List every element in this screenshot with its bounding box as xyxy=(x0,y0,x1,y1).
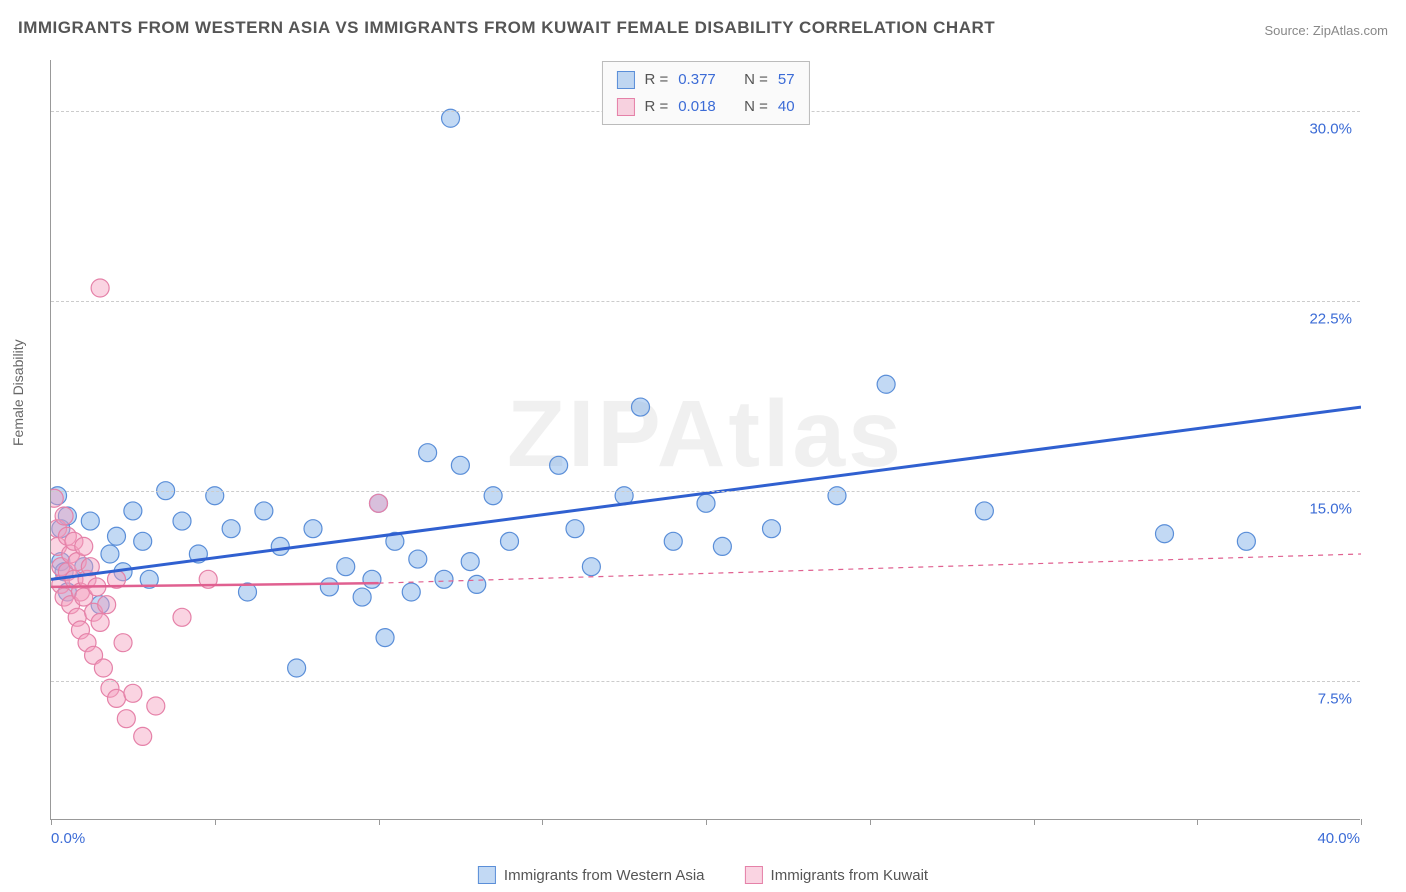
legend-row-series-1: R = 0.377 N = 57 xyxy=(616,66,794,93)
swatch-series-2-bottom xyxy=(745,866,763,884)
r-value-1: 0.377 xyxy=(678,66,716,93)
legend-item-1: Immigrants from Western Asia xyxy=(478,866,705,884)
series-1-name: Immigrants from Western Asia xyxy=(504,867,705,884)
correlation-legend: R = 0.377 N = 57 R = 0.018 N = 40 xyxy=(601,61,809,125)
series-legend: Immigrants from Western Asia Immigrants … xyxy=(478,866,928,884)
swatch-series-2 xyxy=(616,98,634,116)
legend-item-2: Immigrants from Kuwait xyxy=(745,866,929,884)
swatch-series-1-bottom xyxy=(478,866,496,884)
r-label: R = xyxy=(644,93,668,120)
series-2-name: Immigrants from Kuwait xyxy=(771,867,929,884)
n-label: N = xyxy=(744,66,768,93)
x-max-label: 40.0% xyxy=(1317,830,1360,847)
y-axis-label: Female Disability xyxy=(10,339,26,446)
plot-area: ZIPAtlas 7.5%15.0%22.5%30.0% R = 0.377 N… xyxy=(50,60,1360,820)
n-value-1: 57 xyxy=(778,66,795,93)
chart-container: IMMIGRANTS FROM WESTERN ASIA VS IMMIGRAN… xyxy=(0,0,1406,892)
scatter-svg xyxy=(51,60,1361,820)
x-min-label: 0.0% xyxy=(51,830,85,847)
r-label: R = xyxy=(644,66,668,93)
n-label: N = xyxy=(744,93,768,120)
chart-title: IMMIGRANTS FROM WESTERN ASIA VS IMMIGRAN… xyxy=(18,18,995,38)
source-attribution: Source: ZipAtlas.com xyxy=(1264,23,1388,38)
swatch-series-1 xyxy=(616,71,634,89)
r-value-2: 0.018 xyxy=(678,93,716,120)
legend-row-series-2: R = 0.018 N = 40 xyxy=(616,93,794,120)
n-value-2: 40 xyxy=(778,93,795,120)
